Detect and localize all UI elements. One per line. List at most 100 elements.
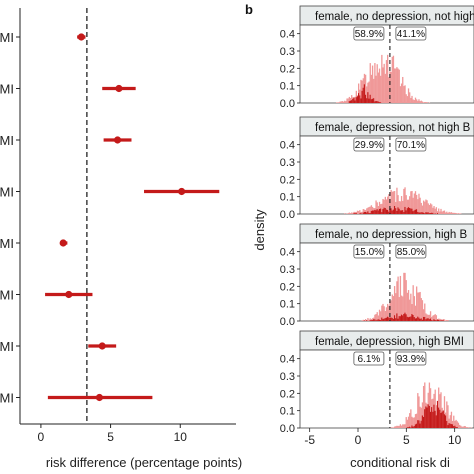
histogram-bar: [421, 415, 424, 428]
histogram-bar: [416, 413, 418, 428]
histogram-bar: [432, 212, 434, 214]
histogram-bar: [439, 211, 441, 214]
histogram-bar: [419, 101, 421, 103]
pct-left-label: 6.1%: [358, 354, 381, 365]
facet-x-tick-label: -5: [304, 433, 315, 447]
histogram-bar: [409, 426, 411, 428]
histogram-bar: [440, 208, 442, 214]
histogram-bar: [455, 213, 457, 214]
histogram-bar: [435, 207, 438, 214]
histogram-bar: [406, 208, 409, 214]
histogram-bar: [421, 101, 424, 103]
histogram-bar: [382, 198, 384, 214]
histogram-bar: [344, 100, 346, 103]
histogram-bar: [462, 426, 464, 428]
histogram-bar: [399, 316, 402, 321]
histogram-bar: [358, 93, 360, 103]
histogram-bar: [433, 404, 435, 428]
histogram-bar: [397, 425, 399, 428]
histogram-bar: [417, 316, 419, 321]
histogram-bar: [431, 407, 433, 428]
histogram-bar: [445, 320, 447, 321]
histogram-bar: [446, 401, 448, 428]
histogram-bar: [377, 315, 380, 321]
histogram-bar: [412, 211, 414, 214]
histogram-bar: [396, 187, 398, 214]
histogram-bar: [427, 203, 429, 214]
histogram-bar: [391, 191, 393, 214]
histogram-bar: [391, 294, 393, 321]
histogram-bar: [420, 407, 422, 428]
histogram-bar: [375, 314, 377, 321]
facet-title: female, no depression, not high: [315, 11, 474, 23]
forest-x-tick-label: 0: [38, 430, 45, 444]
histogram-bar: [417, 199, 419, 214]
histogram-bar: [418, 396, 420, 428]
histogram-bar: [422, 416, 425, 428]
histogram-bar: [370, 205, 373, 214]
histogram-bar: [391, 427, 393, 428]
histogram-bar: [427, 318, 429, 321]
histogram-bar: [404, 272, 406, 321]
histogram-bar: [374, 101, 376, 103]
histogram-bar: [457, 422, 460, 428]
histogram-bar: [382, 319, 384, 321]
histogram-bar: [346, 98, 348, 103]
histogram-bar: [395, 208, 397, 214]
histogram-bar: [413, 210, 415, 214]
histogram-bar: [378, 319, 381, 321]
histogram-bar: [355, 97, 357, 103]
histogram-bar: [404, 312, 406, 321]
histogram-bar: [398, 425, 400, 428]
histogram-bar: [402, 424, 404, 428]
histogram-bar: [438, 407, 440, 428]
forest-plot: MI MI MI MI MI MI MI MI 0 5 10 risk difference (per…: [0, 8, 242, 470]
histogram-bar: [400, 314, 403, 321]
histogram-bar: [417, 100, 419, 103]
histogram-bar: [407, 416, 410, 428]
histogram-bar: [441, 320, 443, 321]
histogram-bar: [380, 311, 382, 321]
histogram-bar: [375, 200, 377, 214]
histogram-bar: [389, 208, 391, 214]
histogram-bar: [447, 212, 449, 214]
histogram-bar: [442, 410, 444, 428]
forest-x-tick-label: 5: [107, 430, 114, 444]
histogram-bar: [436, 213, 439, 214]
histogram-bar: [335, 102, 338, 103]
histogram-bar: [347, 213, 349, 214]
histogram-bar: [396, 281, 398, 321]
histogram-bar: [356, 96, 359, 103]
histogram-bar: [406, 316, 409, 321]
histogram-bar: [443, 396, 446, 428]
histogram-bar: [421, 402, 424, 428]
histogram-bar: [392, 55, 395, 103]
histogram-bar: [361, 211, 363, 214]
histogram-bar: [353, 211, 355, 214]
facet-title: female, depression, not high B: [315, 122, 471, 134]
histogram-bar: [434, 213, 436, 214]
histogram-bar: [440, 412, 442, 428]
histogram-bar: [424, 409, 426, 428]
histogram-bar: [410, 316, 412, 321]
histogram-bar: [378, 68, 381, 103]
histogram-bar: [370, 74, 373, 103]
histogram-bar: [377, 210, 380, 214]
histogram-bar: [390, 427, 392, 428]
histogram-bar: [448, 211, 450, 214]
forest-row-label: MI: [0, 185, 14, 200]
histogram-bar: [354, 100, 356, 103]
histogram-bar: [400, 295, 403, 321]
density-y-axis-title: density: [252, 209, 267, 251]
histogram-bar: [346, 213, 348, 214]
histogram-bar: [443, 210, 446, 214]
forest-point: [95, 393, 104, 402]
histogram-bar: [416, 99, 418, 103]
histogram-bar: [429, 318, 432, 321]
histogram-bar: [428, 405, 431, 428]
forest-point: [77, 33, 85, 41]
histogram-bar: [410, 191, 412, 214]
histogram-bar: [354, 213, 356, 214]
histogram-bar: [433, 319, 435, 321]
histogram-bar: [403, 188, 405, 214]
